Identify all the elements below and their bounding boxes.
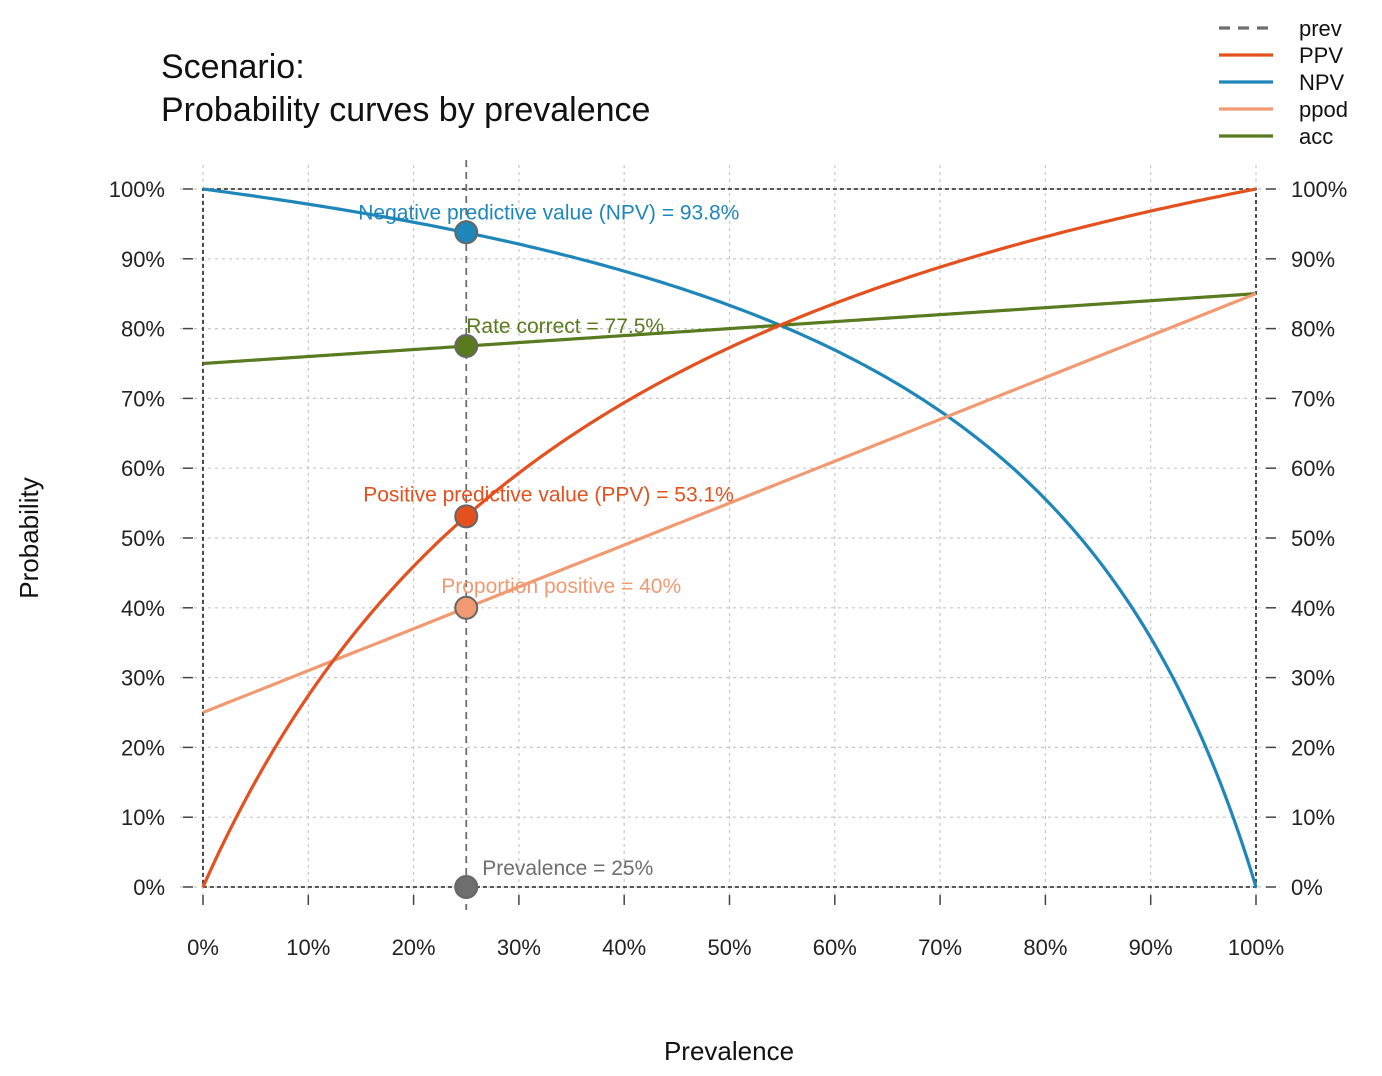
curve-npv	[202, 187, 1258, 888]
frame-rect	[202, 188, 1257, 888]
annotation-ppv: Positive predictive value (PPV) = 53.1%	[363, 483, 734, 506]
x-tick-label-5: 50%	[707, 935, 751, 960]
y-tick-label-right-1: 10%	[1291, 805, 1335, 830]
x-tick-label-3: 30%	[497, 935, 541, 960]
points	[454, 220, 479, 899]
curve-acc	[202, 292, 1257, 366]
x-tick-label-1: 10%	[286, 935, 330, 960]
y-tick-label-right-4: 40%	[1291, 596, 1335, 621]
legend-label-prev: prev	[1299, 16, 1342, 41]
y-axis-ticks: 0% 0% 10% 10% 20% 20% 30% 30% 40% 40% 50% 50% 60% 60%…	[109, 177, 1348, 900]
x-tick-label-6: 60%	[813, 935, 857, 960]
y-tick-label-right-2: 20%	[1291, 735, 1335, 760]
y-tick-label-left-1: 10%	[121, 805, 165, 830]
annotations: Negative predictive value (NPV) = 93.8% R…	[358, 201, 739, 880]
y-tick-label-right-3: 30%	[1291, 666, 1335, 691]
y-tick-label-left-5: 50%	[121, 526, 165, 551]
y-tick-label-left-6: 60%	[121, 456, 165, 481]
y-tick-label-right-7: 70%	[1291, 386, 1335, 411]
point-npv	[454, 220, 479, 245]
chart-title-line2: Probability curves by prevalence	[161, 91, 650, 129]
x-tick-label-8: 80%	[1023, 935, 1067, 960]
chart-title-line1: Scenario:	[161, 48, 305, 86]
annotation-npv: Negative predictive value (NPV) = 93.8%	[358, 201, 739, 224]
x-axis-label: Prevalence	[664, 1036, 794, 1066]
point-prev	[454, 875, 479, 899]
annotation-prev: Prevalence = 25%	[482, 857, 653, 880]
y-tick-label-left-3: 30%	[121, 666, 165, 691]
y-tick-label-right-9: 90%	[1291, 247, 1335, 272]
plot-frame	[202, 188, 1257, 888]
y-axis-label: Probability	[14, 477, 44, 598]
x-tick-label-0: 0%	[187, 935, 219, 960]
point-ppv	[454, 504, 479, 529]
y-tick-label-right-10: 100%	[1291, 177, 1347, 202]
x-axis-ticks: 0% 10% 20% 30% 40% 50% 60% 70% 80% 90% 100%	[187, 895, 1284, 960]
y-tick-label-right-0: 0%	[1291, 875, 1323, 900]
legend-label-acc: acc	[1299, 124, 1333, 149]
x-tick-label-10: 100%	[1228, 935, 1284, 960]
legend-label-npv: NPV	[1299, 70, 1345, 95]
x-tick-label-4: 40%	[602, 935, 646, 960]
y-tick-label-right-8: 80%	[1291, 317, 1335, 342]
x-tick-label-7: 70%	[918, 935, 962, 960]
y-tick-label-left-2: 20%	[121, 735, 165, 760]
y-tick-label-left-9: 90%	[121, 247, 165, 272]
grid	[180, 165, 1280, 907]
point-acc	[454, 334, 479, 359]
curve-ppod	[202, 292, 1257, 714]
curve-ppv	[201, 187, 1257, 888]
curves	[201, 160, 1258, 910]
x-tick-label-2: 20%	[392, 935, 436, 960]
y-tick-label-left-10: 100%	[109, 177, 165, 202]
y-tick-label-left-0: 0%	[133, 875, 165, 900]
y-tick-label-left-7: 70%	[121, 386, 165, 411]
y-tick-label-left-4: 40%	[121, 596, 165, 621]
point-ppod	[454, 595, 479, 620]
legend-label-ppod: ppod	[1299, 97, 1348, 122]
legend-label-ppv: PPV	[1299, 43, 1343, 68]
y-tick-label-left-8: 80%	[121, 317, 165, 342]
annotation-ppod: Proportion positive = 40%	[441, 575, 681, 598]
annotation-acc: Rate correct = 77.5%	[466, 315, 664, 338]
x-tick-label-9: 90%	[1129, 935, 1173, 960]
y-tick-label-right-5: 50%	[1291, 526, 1335, 551]
y-tick-label-right-6: 60%	[1291, 456, 1335, 481]
